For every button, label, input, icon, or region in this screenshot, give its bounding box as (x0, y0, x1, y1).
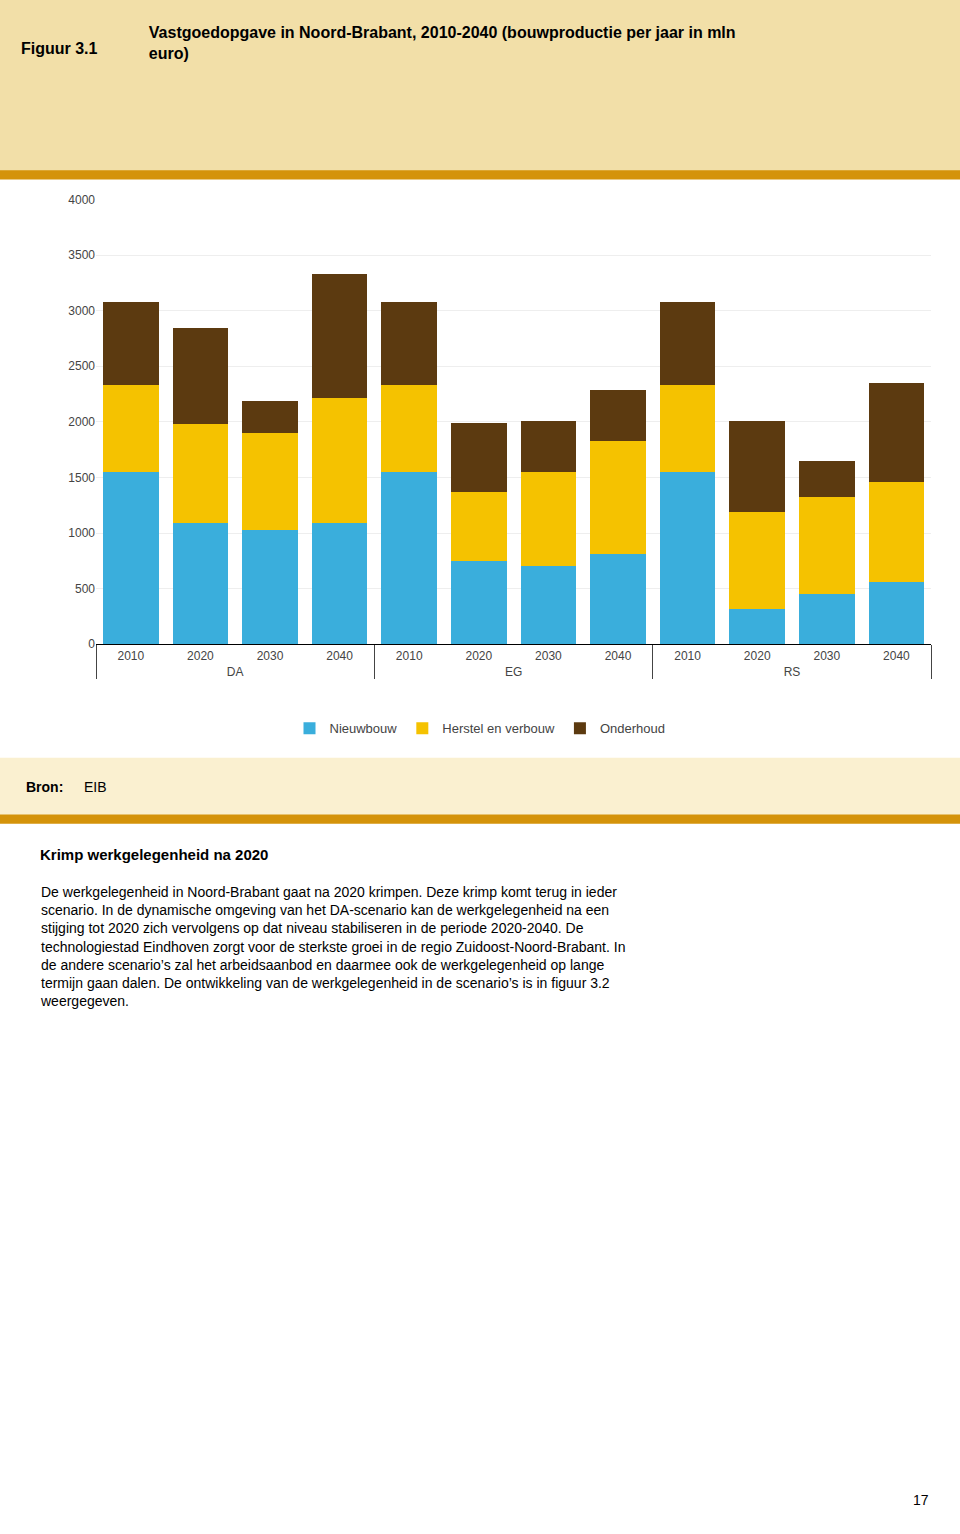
svg-text:EIB: EIB (84, 779, 107, 795)
svg-text:Nieuwbouw: Nieuwbouw (330, 721, 398, 736)
svg-text:1500: 1500 (68, 471, 95, 485)
svg-text:3000: 3000 (68, 304, 95, 318)
svg-text:De werkgelegenheid in Noord-Br: De werkgelegenheid in Noord-Brabant gaat… (40, 884, 625, 1009)
svg-text:Herstel en verbouw: Herstel en verbouw (442, 721, 555, 736)
svg-text:2040: 2040 (326, 649, 353, 663)
svg-text:Vastgoedopgave in Noord-Braban: Vastgoedopgave in Noord-Brabant, 2010-20… (149, 24, 736, 62)
svg-text:500: 500 (75, 582, 95, 596)
svg-text:2030: 2030 (813, 649, 840, 663)
svg-text:2020: 2020 (187, 649, 214, 663)
svg-text:2040: 2040 (605, 649, 632, 663)
svg-text:2040: 2040 (883, 649, 910, 663)
svg-text:RS: RS (784, 665, 801, 679)
svg-text:1000: 1000 (68, 526, 95, 540)
svg-text:Figuur 3.1: Figuur 3.1 (21, 40, 98, 57)
svg-text:0: 0 (88, 637, 95, 651)
svg-text:Bron:: Bron: (26, 779, 63, 795)
svg-text:EG: EG (505, 665, 522, 679)
svg-text:DA: DA (227, 665, 244, 679)
svg-text:2010: 2010 (117, 649, 144, 663)
svg-text:2010: 2010 (674, 649, 701, 663)
svg-text:2500: 2500 (68, 359, 95, 373)
svg-text:2000: 2000 (68, 415, 95, 429)
svg-text:Krimp werkgelegenheid na 2020: Krimp werkgelegenheid na 2020 (40, 846, 268, 863)
svg-text:3500: 3500 (68, 248, 95, 262)
svg-text:4000: 4000 (68, 193, 95, 207)
svg-text:2030: 2030 (535, 649, 562, 663)
svg-text:2010: 2010 (396, 649, 423, 663)
svg-text:17: 17 (913, 1492, 929, 1508)
svg-text:Onderhoud: Onderhoud (600, 721, 665, 736)
svg-text:2020: 2020 (465, 649, 492, 663)
svg-text:2030: 2030 (257, 649, 284, 663)
svg-text:2020: 2020 (744, 649, 771, 663)
